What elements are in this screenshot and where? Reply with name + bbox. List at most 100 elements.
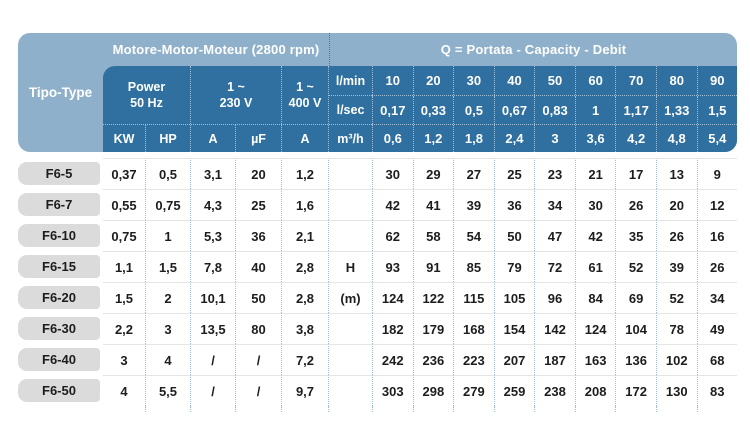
cell-head-value: 168: [453, 313, 494, 344]
cell-head-value: 61: [574, 251, 616, 282]
unit-lsec-label: l/sec: [329, 95, 372, 124]
motor-subheader-row: KW HP A µF A: [103, 124, 328, 152]
cell-head-value: 12: [696, 189, 738, 220]
voltage-230-header-cell: 1 ~ 230 V: [190, 66, 281, 124]
phase-label-400: 1 ~: [296, 79, 314, 94]
cell-a230: 5,3: [190, 220, 235, 251]
cell-head-value: 20: [655, 189, 697, 220]
table-row: F6-15 1,1 1,5 7,8 40 2,8 H 93 91 85 79 72 61 52 39 26: [18, 251, 738, 282]
cell-head-value: 27: [453, 158, 494, 189]
cell-head-value: 223: [453, 344, 494, 375]
power-header-cell: Power 50 Hz: [103, 66, 190, 124]
grid-tail-cell: [493, 406, 535, 412]
cell-unit: [328, 375, 372, 406]
flow-lsec-value: 1,17: [615, 96, 656, 124]
cell-head-value: 84: [574, 282, 616, 313]
cell-head-value: 124: [574, 313, 616, 344]
cell-head-value: 104: [615, 313, 656, 344]
cell-head-value: 163: [574, 344, 616, 375]
cell-a230: 4,3: [190, 189, 235, 220]
cell-kw: 0,75: [103, 220, 145, 251]
cell-hp: 5,5: [145, 375, 190, 406]
cell-head-value: 172: [615, 375, 656, 406]
flow-lsec-value: 0,17: [372, 96, 413, 124]
cell-hp: 4: [145, 344, 190, 375]
flow-lmin-value: 40: [493, 66, 535, 95]
cell-a400: 1,2: [281, 158, 328, 189]
cell-head-value: 69: [615, 282, 656, 313]
row-type-label: F6-7: [18, 193, 100, 216]
cell-uf: 25: [235, 189, 281, 220]
flow-lsec-value: 0,83: [534, 96, 575, 124]
flow-lmin-value: 20: [412, 66, 454, 95]
cell-head-value: 115: [453, 282, 494, 313]
cell-head-value: 30: [372, 158, 413, 189]
cell-head-value: 25: [493, 158, 535, 189]
cell-hp: 1: [145, 220, 190, 251]
cell-uf: /: [235, 344, 281, 375]
cell-kw: 2,2: [103, 313, 145, 344]
cell-uf: 40: [235, 251, 281, 282]
cell-head-value: 102: [655, 344, 697, 375]
cell-head-value: 79: [493, 251, 535, 282]
unit-lmin-label: l/min: [335, 73, 366, 88]
row-type-label: F6-20: [18, 286, 100, 309]
grid-tail-cell: [235, 406, 281, 412]
cell-a400: 7,2: [281, 344, 328, 375]
cell-head-value: 124: [372, 282, 413, 313]
cell-kw: 3: [103, 344, 145, 375]
grid-tail-cell: [412, 406, 454, 412]
grid-tail-cell: [372, 406, 413, 412]
flow-lmin-value: 50: [534, 66, 575, 95]
row-type-label: F6-30: [18, 317, 100, 340]
cell-hp: 3: [145, 313, 190, 344]
cell-uf: 80: [235, 313, 281, 344]
cell-unit: [328, 313, 372, 344]
cell-head-value: 105: [493, 282, 535, 313]
power-freq-label: 50 Hz: [130, 96, 163, 110]
col-header-kw: KW: [113, 131, 135, 146]
cell-uf: /: [235, 375, 281, 406]
cell-hp: 0,5: [145, 158, 190, 189]
table-row: F6-20 1,5 2 10,1 50 2,8 (m) 124 122 115 105 96 84 69 5…: [18, 282, 738, 313]
flow-m3h-value: 3,6: [574, 125, 616, 152]
flow-lmin-value: 80: [655, 66, 697, 95]
flow-m3h-value: 4,8: [655, 125, 697, 152]
cell-kw: 1,1: [103, 251, 145, 282]
flow-header-row-lsec_values: 0,17 0,33 0,5 0,67 0,83 1 1,17 1,33 1,5: [372, 95, 737, 124]
cell-head-value: 34: [534, 189, 575, 220]
cell-a230: /: [190, 344, 235, 375]
header-title-strip: Motore-Motor-Moteur (2800 rpm) Q = Porta…: [103, 33, 737, 66]
flow-header-row-m3h_values: 0,6 1,2 1,8 2,4 3 3,6 4,2 4,8 5,4: [372, 124, 737, 152]
cell-unit: [328, 189, 372, 220]
cell-head-value: 26: [655, 220, 697, 251]
flow-lsec-value: 1: [574, 96, 616, 124]
grid-tail-cell: [655, 406, 697, 412]
cell-unit: [328, 158, 372, 189]
flow-lmin-value: 10: [372, 66, 413, 95]
cell-a400: 9,7: [281, 375, 328, 406]
pump-spec-table: Tipo-Type Motore-Motor-Moteur (2800 rpm)…: [18, 33, 738, 412]
cell-head-value: 39: [453, 189, 494, 220]
cell-a400: 2,8: [281, 282, 328, 313]
cell-head-value: 30: [574, 189, 616, 220]
cell-head-value: 154: [493, 313, 535, 344]
row-type-label: F6-40: [18, 348, 100, 371]
cell-head-value: 17: [615, 158, 656, 189]
unit-m3h-label: m³/h: [329, 124, 372, 152]
flow-m3h-value: 2,4: [493, 125, 535, 152]
grid-tail-cell: [328, 406, 372, 412]
col-header-amps-230: A: [190, 125, 235, 152]
cell-head-value: 29: [412, 158, 454, 189]
flow-m3h-value: 5,4: [696, 125, 738, 152]
flow-lmin-value: 70: [615, 66, 656, 95]
tipo-type-label: Tipo-Type: [28, 85, 93, 100]
voltage-400-header-cell: 1 ~ 400 V: [281, 66, 328, 124]
cell-head-value: 78: [655, 313, 697, 344]
flow-lsec-value: 0,33: [412, 96, 454, 124]
flow-lmin-value: 90: [696, 66, 738, 95]
phase-label-230: 1 ~: [227, 79, 245, 94]
row-type-label: F6-5: [18, 162, 100, 185]
cell-head-value: 52: [615, 251, 656, 282]
